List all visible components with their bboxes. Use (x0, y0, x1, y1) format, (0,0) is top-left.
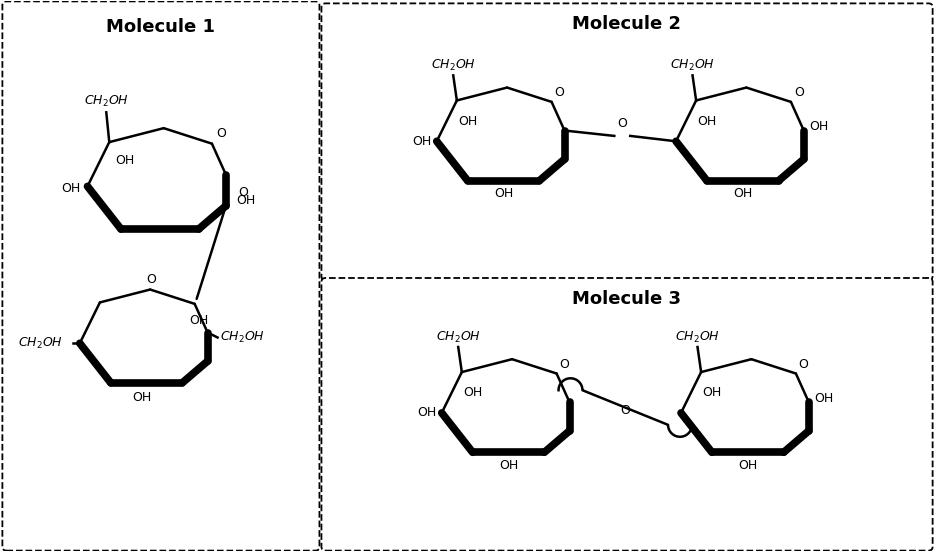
Text: $CH_2OH$: $CH_2OH$ (219, 330, 265, 345)
Text: $CH_2OH$: $CH_2OH$ (18, 336, 63, 351)
Text: OH: OH (61, 182, 81, 195)
Text: $CH_2OH$: $CH_2OH$ (675, 330, 720, 345)
Text: Molecule 1: Molecule 1 (106, 18, 216, 36)
FancyBboxPatch shape (3, 2, 320, 550)
Text: O: O (794, 86, 804, 99)
Text: OH: OH (698, 115, 717, 128)
Text: OH: OH (413, 135, 431, 148)
Text: O: O (146, 273, 156, 285)
Text: OH: OH (132, 391, 151, 404)
Text: OH: OH (417, 406, 437, 420)
Text: O: O (216, 127, 226, 140)
Text: OH: OH (809, 120, 828, 134)
FancyBboxPatch shape (322, 278, 932, 550)
Text: OH: OH (703, 386, 722, 399)
Text: O: O (559, 358, 569, 370)
Text: O: O (799, 358, 809, 370)
Text: $CH_2OH$: $CH_2OH$ (670, 58, 715, 73)
FancyBboxPatch shape (322, 3, 932, 280)
Text: $CH_2OH$: $CH_2OH$ (83, 94, 129, 109)
Text: O: O (554, 86, 565, 99)
Text: OH: OH (738, 459, 757, 472)
Text: O: O (620, 404, 630, 417)
Text: OH: OH (494, 187, 513, 200)
Text: OH: OH (463, 386, 482, 399)
Text: O: O (238, 186, 248, 199)
Text: OH: OH (459, 115, 477, 128)
Text: Molecule 2: Molecule 2 (572, 15, 681, 33)
Text: Molecule 3: Molecule 3 (572, 290, 681, 308)
Text: OH: OH (734, 187, 752, 200)
Text: $CH_2OH$: $CH_2OH$ (431, 58, 476, 73)
Text: OH: OH (115, 154, 135, 167)
Text: OH: OH (235, 194, 255, 208)
Text: OH: OH (499, 459, 518, 472)
Text: OH: OH (189, 314, 209, 327)
Text: OH: OH (814, 392, 833, 405)
Text: O: O (617, 117, 628, 130)
Text: $CH_2OH$: $CH_2OH$ (436, 330, 480, 345)
